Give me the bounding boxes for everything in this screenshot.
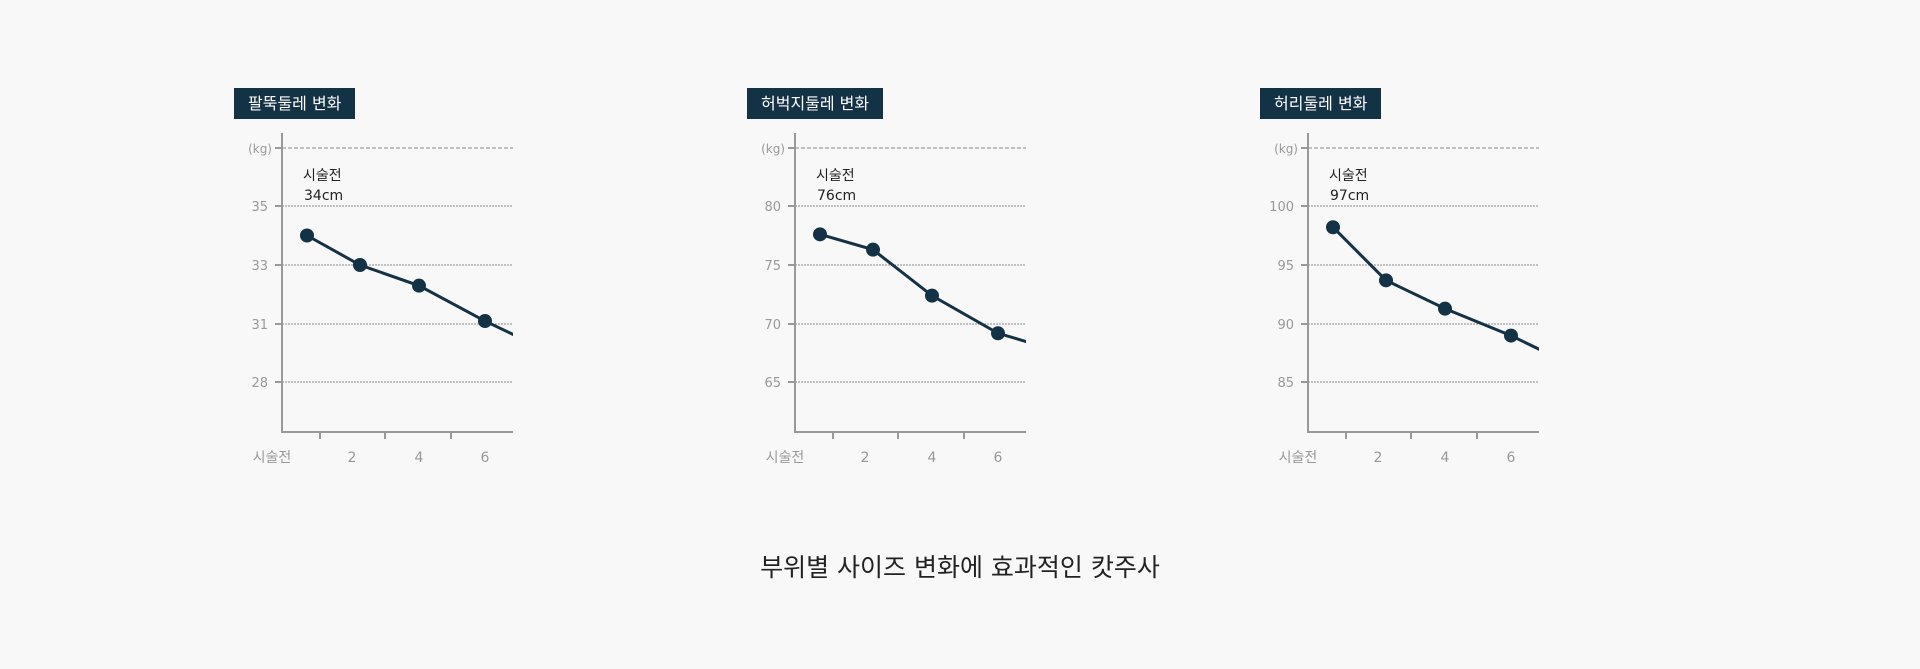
- data-point: [1504, 328, 1518, 343]
- y-tick-label: 80: [764, 200, 781, 215]
- data-point: [300, 228, 314, 243]
- data-point: [353, 258, 367, 272]
- chart-2: 허벅지둘레 변화(kg)80757065시술전2468(주)시술전76cm시술후…: [513, 0, 1026, 480]
- x-tick-label: 6: [994, 450, 1003, 466]
- y-tick-label: 70: [764, 318, 781, 333]
- before-value: 97cm: [1330, 188, 1369, 204]
- y-unit-label: (kg): [1274, 142, 1298, 156]
- y-unit-label: (kg): [248, 142, 272, 156]
- before-label: 시술전: [303, 168, 342, 184]
- before-label: 시술전: [816, 168, 855, 184]
- x-tick-label: 시술전: [1279, 450, 1318, 466]
- chart-3: 허리둘레 변화(kg)100959085시술전2468(주)시술전97cm시술후…: [1026, 0, 1539, 480]
- y-tick-label: 35: [251, 200, 268, 215]
- x-tick-label: 2: [861, 450, 870, 466]
- data-point: [1326, 220, 1340, 235]
- chart-title: 허리둘레 변화: [1260, 88, 1382, 119]
- x-tick-label: 6: [481, 450, 490, 466]
- data-point: [991, 326, 1005, 341]
- y-tick-label: 100: [1269, 200, 1294, 215]
- x-tick-label: 시술전: [253, 450, 292, 466]
- data-point: [412, 278, 426, 293]
- y-unit-label: (kg): [761, 142, 785, 156]
- data-point: [813, 227, 827, 242]
- y-tick-label: 33: [251, 259, 268, 274]
- x-tick-label: 2: [348, 450, 357, 466]
- chart-1: 팔뚝둘레 변화(kg)35333128시술전2468(주)시술전34cm시술후2…: [0, 0, 513, 480]
- y-tick-label: 65: [764, 376, 781, 391]
- before-value: 34cm: [304, 188, 343, 204]
- chart-plot: (kg)100959085시술전2468(주)시술전97cm시술후86cm-13…: [1269, 133, 1539, 466]
- data-point: [478, 314, 492, 329]
- x-tick-label: 2: [1374, 450, 1383, 466]
- series-line: [1331, 226, 1539, 351]
- y-tick-label: 28: [251, 376, 268, 391]
- y-tick-label: 75: [764, 259, 781, 274]
- y-tick-label: 90: [1277, 318, 1294, 333]
- series-line: [306, 234, 513, 337]
- data-point: [1438, 301, 1452, 316]
- before-value: 76cm: [817, 188, 856, 204]
- chart-title: 팔뚝둘레 변화: [234, 88, 356, 119]
- caption: 부위별 사이즈 변화에 효과적인 캇주사: [760, 553, 1160, 582]
- x-tick-label: 4: [1441, 450, 1450, 466]
- chart-title: 허벅지둘레 변화: [747, 88, 884, 119]
- x-tick-label: 4: [415, 450, 424, 466]
- before-label: 시술전: [1329, 168, 1368, 184]
- chart-plot: (kg)80757065시술전2468(주)시술전76cm시술후66cm-10c…: [761, 133, 1026, 466]
- x-tick-label: 4: [928, 450, 937, 466]
- y-tick-label: 85: [1277, 376, 1294, 391]
- x-tick-label: 6: [1507, 450, 1516, 466]
- data-point: [1379, 273, 1393, 288]
- x-tick-label: 시술전: [766, 450, 805, 466]
- y-tick-label: 95: [1277, 259, 1294, 274]
- y-tick-label: 31: [251, 318, 268, 333]
- data-point: [866, 242, 880, 257]
- data-point: [925, 288, 939, 303]
- chart-plot: (kg)35333128시술전2468(주)시술전34cm시술후29cm-5cm…: [248, 133, 513, 466]
